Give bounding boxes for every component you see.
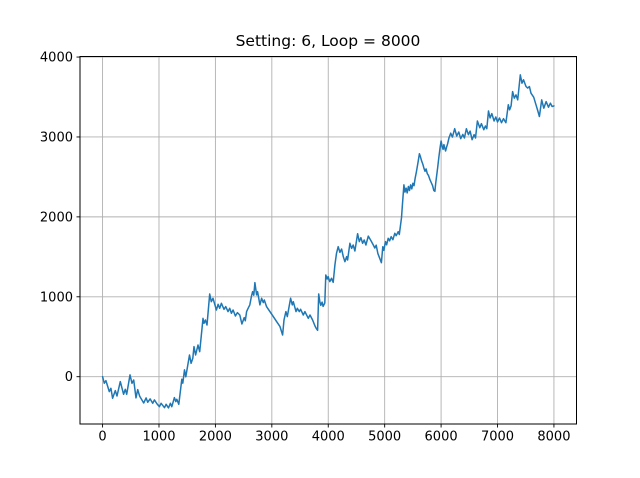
x-tick-label: 7000	[481, 430, 514, 445]
x-tick-label: 0	[98, 430, 106, 445]
chart-title: Setting: 6, Loop = 8000	[236, 32, 421, 50]
grid-layer	[80, 56, 577, 424]
x-tick-label: 8000	[537, 430, 570, 445]
y-tick-label: 2000	[40, 210, 73, 225]
y-tick-label: 3000	[40, 130, 73, 145]
x-tick-label: 6000	[425, 430, 458, 445]
x-tick-label: 4000	[312, 430, 345, 445]
y-tick-label: 1000	[40, 290, 73, 305]
x-tick-label: 2000	[199, 430, 232, 445]
series-layer	[101, 74, 555, 409]
y-tick-label: 4000	[40, 51, 73, 66]
axes-layer: 0 1000 2000 3000 4000 5000 6000 7000 8000 0 1000 20…	[40, 51, 577, 445]
data-series-line	[101, 74, 555, 409]
y-tick-label: 0	[65, 370, 73, 385]
x-tick-label: 5000	[368, 430, 401, 445]
x-tick-label: 3000	[255, 430, 288, 445]
x-tick-label: 1000	[142, 430, 175, 445]
